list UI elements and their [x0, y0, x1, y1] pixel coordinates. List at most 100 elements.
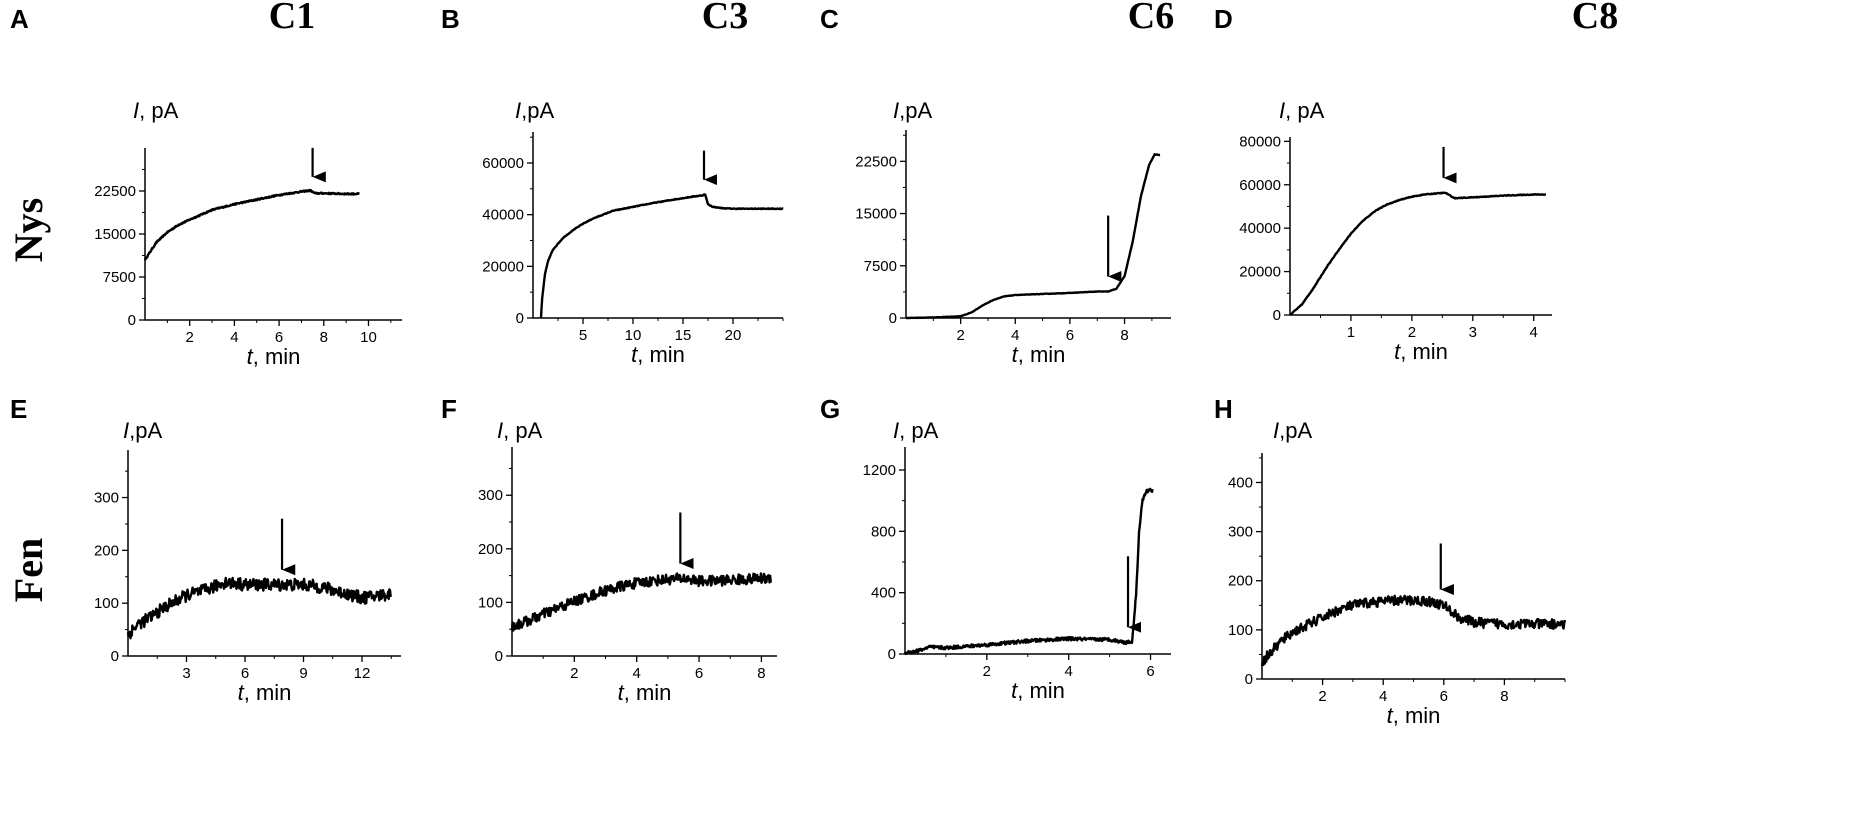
- x-tick-label: 4: [1530, 324, 1538, 341]
- y-tick-label: 80000: [1239, 133, 1281, 150]
- x-tick-label: 3: [1469, 324, 1477, 341]
- x-tick-label: 2: [983, 663, 991, 680]
- panel-d: D 0 20000 40000 60000 80000 1 2 3 4 t, min I, pA: [1214, 4, 1552, 364]
- y-axis-label: I,pA: [1273, 418, 1312, 443]
- y-tick-label: 0: [1245, 671, 1253, 688]
- x-axis-label: t, min: [1012, 342, 1066, 367]
- y-tick-label: 40000: [482, 207, 524, 224]
- panel-letter: F: [441, 394, 457, 424]
- panel-c: C 0 7500 15000 22500 2 4 6 8 t, min I,pA: [820, 4, 1171, 367]
- y-tick-label: 7500: [864, 258, 897, 275]
- row-label-fen: Fen: [6, 538, 51, 602]
- panel-letter: C: [820, 4, 839, 34]
- x-tick-label: 2: [956, 327, 964, 344]
- x-tick-label: 4: [1065, 663, 1073, 680]
- x-tick-label: 8: [1500, 688, 1508, 705]
- x-axis-label: t, min: [631, 342, 685, 367]
- y-tick-label: 400: [1228, 474, 1253, 491]
- x-axis-label: t, min: [1011, 678, 1065, 703]
- y-axis-label: I, pA: [1279, 98, 1325, 123]
- x-tick-label: 10: [360, 329, 377, 346]
- series-line: [1260, 594, 1567, 667]
- series-line: [903, 487, 1154, 656]
- x-axis-label: t, min: [1387, 703, 1441, 728]
- y-tick-label: 20000: [482, 258, 524, 275]
- panel-letter: A: [10, 4, 29, 34]
- y-tick-label: 0: [516, 310, 524, 327]
- x-tick-label: 8: [1120, 327, 1128, 344]
- x-tick-label: 10: [625, 327, 642, 344]
- column-title-c1: C1: [269, 0, 315, 37]
- y-tick-label: 60000: [1239, 177, 1281, 194]
- x-tick-label: 4: [230, 329, 238, 346]
- series-line: [539, 193, 784, 319]
- x-tick-label: 2: [186, 329, 194, 346]
- y-tick-label: 15000: [94, 226, 136, 243]
- y-tick-label: 200: [94, 542, 119, 559]
- panel-letter: B: [441, 4, 460, 34]
- x-tick-label: 20: [725, 327, 742, 344]
- x-tick-label: 4: [633, 665, 641, 682]
- y-tick-label: 7500: [103, 269, 136, 286]
- x-tick-label: 5: [579, 327, 587, 344]
- y-tick-label: 0: [128, 312, 136, 329]
- panel-letter: H: [1214, 394, 1233, 424]
- y-tick-label: 800: [871, 523, 896, 540]
- x-tick-label: 1: [1347, 324, 1355, 341]
- y-tick-label: 0: [495, 648, 503, 665]
- series-line: [126, 576, 393, 640]
- x-tick-label: 6: [1146, 663, 1154, 680]
- x-tick-label: 3: [182, 665, 190, 682]
- column-title-c6: C6: [1128, 0, 1174, 37]
- panel-g: G 0 400 800 1200 2 4 6 t, min I, pA: [820, 394, 1171, 703]
- series-line: [1289, 191, 1547, 316]
- y-tick-label: 100: [94, 595, 119, 612]
- x-tick-label: 2: [570, 665, 578, 682]
- x-tick-label: 9: [299, 665, 307, 682]
- series-line: [143, 188, 361, 261]
- x-axis-label: t, min: [1394, 339, 1448, 364]
- y-tick-label: 1200: [863, 462, 896, 479]
- y-axis-label: I, pA: [133, 98, 179, 123]
- x-tick-label: 12: [354, 665, 371, 682]
- x-tick-label: 4: [1379, 688, 1387, 705]
- x-axis-label: t, min: [618, 680, 672, 705]
- y-axis-label: I, pA: [893, 418, 939, 443]
- series-line: [905, 153, 1161, 320]
- panel-e: E 0 100 200 300 3 6 9 12 t, min I,pA: [10, 394, 401, 705]
- panel-f: F 0 100 200 300 2 4 6 8 t, min I, pA: [441, 394, 777, 705]
- y-axis-label: I, pA: [497, 418, 543, 443]
- y-tick-label: 60000: [482, 155, 524, 172]
- y-tick-label: 40000: [1239, 220, 1281, 237]
- column-title-c8: C8: [1572, 0, 1618, 37]
- x-tick-label: 4: [1011, 327, 1019, 344]
- y-tick-label: 300: [478, 487, 503, 504]
- x-tick-label: 8: [757, 665, 765, 682]
- x-axis-label: t, min: [247, 344, 301, 369]
- y-tick-label: 20000: [1239, 264, 1281, 281]
- series-line: [510, 572, 772, 632]
- y-tick-label: 200: [478, 541, 503, 558]
- y-tick-label: 200: [1228, 573, 1253, 590]
- panel-letter: D: [1214, 4, 1233, 34]
- y-tick-label: 100: [1228, 622, 1253, 639]
- panel-h: H 0 100 200 300 400 2 4 6 8 t, min I,pA: [1214, 394, 1567, 728]
- row-label-nys: Nys: [6, 198, 51, 262]
- x-tick-label: 2: [1318, 688, 1326, 705]
- panel-letter: E: [10, 394, 27, 424]
- panel-b: B 0 20000 40000 60000 5 10 15 20 t, min I,pA: [441, 4, 784, 367]
- column-title-c3: C3: [702, 0, 748, 37]
- x-tick-label: 6: [695, 665, 703, 682]
- x-axis-label: t, min: [238, 680, 292, 705]
- y-tick-label: 0: [888, 646, 896, 663]
- y-tick-label: 0: [889, 310, 897, 327]
- y-tick-label: 0: [1273, 307, 1281, 324]
- x-tick-label: 15: [675, 327, 692, 344]
- x-tick-label: 6: [241, 665, 249, 682]
- y-axis-label: I,pA: [123, 418, 162, 443]
- x-tick-label: 6: [275, 329, 283, 346]
- y-tick-label: 300: [94, 490, 119, 507]
- y-tick-label: 100: [478, 594, 503, 611]
